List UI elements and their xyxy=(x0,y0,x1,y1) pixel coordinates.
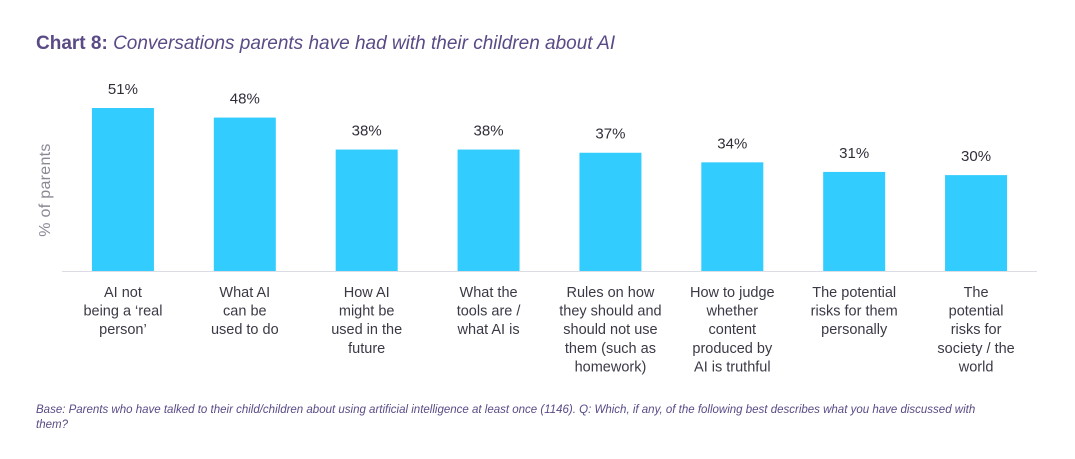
category-label-3: How AI might be used in the future xyxy=(331,285,402,357)
chart-title: Chart 8: Conversations parents have had … xyxy=(36,33,615,55)
y-axis-label: % of parents xyxy=(37,143,54,236)
bar-value-label-8: 30% xyxy=(961,148,991,165)
bar-value-label-3: 38% xyxy=(352,123,382,140)
bar-chart: % of parents 51% AI not being a ‘real person… xyxy=(37,81,1037,375)
bar-1 xyxy=(91,108,154,271)
category-label-1: AI not being a ‘real person’ xyxy=(83,285,162,338)
category-label-2: What AI can be used to do xyxy=(211,285,279,338)
bar-value-label-1: 51% xyxy=(108,81,138,98)
bar-2 xyxy=(213,117,276,272)
chart-title-text: Conversations parents have had with thei… xyxy=(113,33,616,54)
bar-7 xyxy=(823,171,886,271)
category-label-7: The potential risks for them personally xyxy=(811,285,898,338)
bar-value-label-7: 31% xyxy=(839,145,869,162)
chart-footnote: Base: Parents who have talked to their c… xyxy=(36,404,976,431)
bar-4 xyxy=(457,149,520,271)
category-label-5: Rules on how they should and should not us… xyxy=(559,285,661,375)
category-label-6: How to judge whether content produced by AI … xyxy=(690,285,775,375)
bar-8 xyxy=(945,175,1008,271)
bar-5 xyxy=(579,152,642,271)
category-label-4: What the tools are / what AI is xyxy=(457,285,522,338)
bar-value-label-6: 34% xyxy=(717,135,747,152)
bar-value-label-2: 48% xyxy=(230,91,260,108)
chart-title-prefix: Chart 8: xyxy=(36,33,108,54)
bar-value-label-5: 37% xyxy=(595,126,625,143)
bar-3 xyxy=(335,149,398,271)
bar-6 xyxy=(701,162,764,271)
category-label-8: The potential risks for society / the world xyxy=(937,285,1014,375)
bar-value-label-4: 38% xyxy=(474,123,504,140)
